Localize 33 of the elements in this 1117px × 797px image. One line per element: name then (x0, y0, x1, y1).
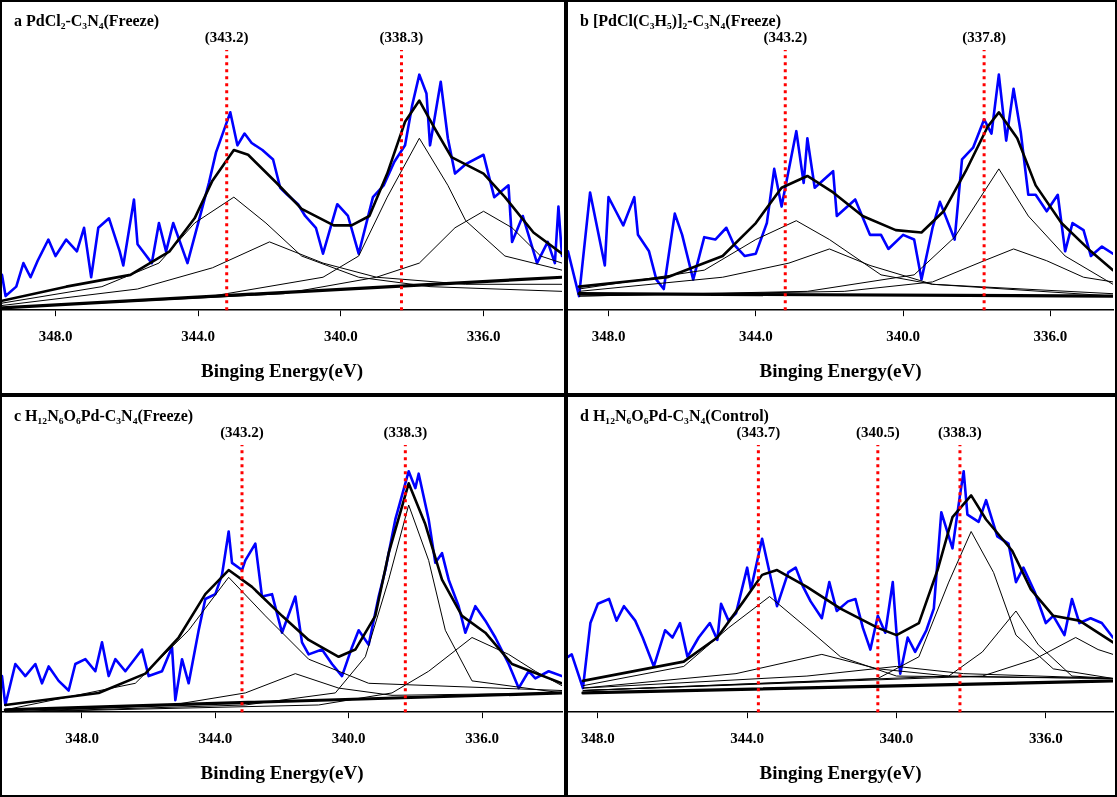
x-tick-label: 344.0 (181, 328, 216, 345)
ref-line-label: (337.8) (962, 29, 1006, 47)
x-tick-label: 336.0 (466, 328, 501, 345)
x-tick-label: 340.0 (879, 730, 914, 747)
ref-line-label: (343.2) (220, 424, 264, 442)
x-tick-label: 336.0 (465, 730, 499, 747)
ref-line-label: (343.2) (204, 29, 249, 47)
x-tick-label: 344.0 (738, 328, 773, 345)
x-tick-label: 336.0 (1028, 730, 1063, 747)
x-tick-label: 340.0 (331, 730, 366, 747)
chart-title: d H₁₂N₆O₆Pd-C₃N₄(Control) (580, 407, 769, 426)
x-axis-title: Binging Energy(eV) (759, 359, 922, 382)
x-tick-label: 340.0 (886, 328, 920, 345)
ref-line-label: (343.2) (763, 29, 808, 47)
ref-line-label: (338.3) (938, 424, 982, 442)
x-axis-title: Binging Energy(eV) (759, 761, 922, 784)
x-tick-label: 348.0 (591, 328, 626, 345)
x-tick-label: 336.0 (1033, 328, 1068, 345)
ref-line-label: (343.7) (736, 424, 781, 442)
ref-line-label: (340.5) (855, 424, 900, 442)
x-axis-title: Binding Energy(eV) (200, 761, 364, 784)
ref-line-label: (338.3) (383, 424, 428, 442)
x-tick-label: 340.0 (323, 328, 358, 345)
chart-title: b [PdCl(C₃H₅)]₂-C₃N₄(Freeze) (580, 12, 781, 31)
chart-title: a PdCl₂-C₃N₄(Freeze) (14, 12, 160, 31)
x-axis-title: Binging Energy(eV) (200, 359, 364, 382)
x-tick-label: 344.0 (730, 730, 765, 747)
chart-title: c H₁₂N₆O₆Pd-C₃N₄(Freeze) (14, 407, 194, 426)
x-tick-label: 348.0 (38, 328, 73, 345)
ref-line-label: (338.3) (379, 29, 424, 47)
x-tick-label: 344.0 (198, 730, 233, 747)
x-tick-label: 348.0 (580, 730, 615, 747)
x-tick-label: 348.0 (65, 730, 99, 747)
